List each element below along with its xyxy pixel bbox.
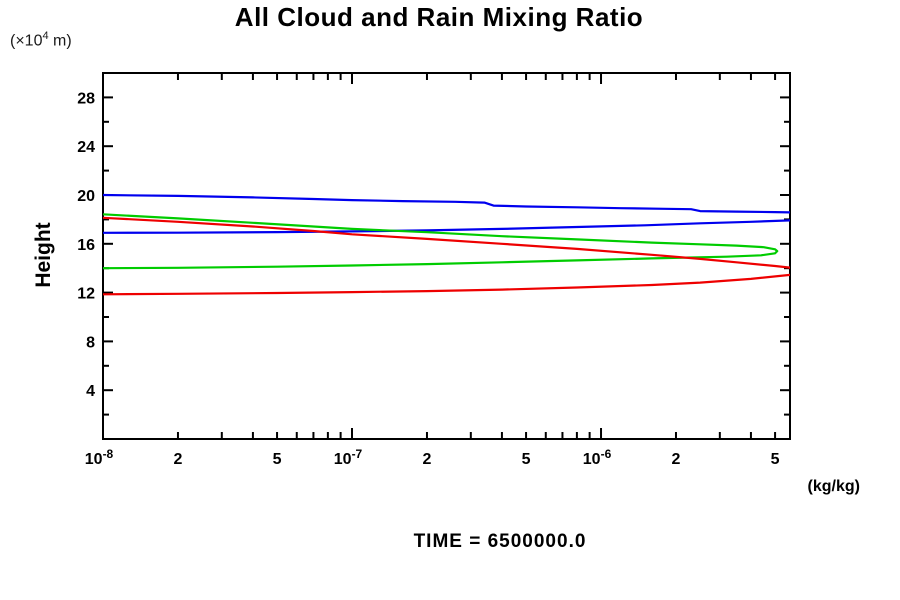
y-tick-label: 20 [77,188,95,205]
plot-frame [102,72,791,440]
y-unit-prefix: (×10 [10,32,43,50]
green-series [103,213,779,270]
y-unit-suffix: m) [48,32,72,50]
x-tick-label: 2 [174,451,183,468]
x-tick-label: 10-7 [334,447,363,468]
y-tick-label: 24 [77,139,95,156]
x-tick-label: 5 [273,451,282,468]
y-tick-label: 28 [77,90,95,107]
chart-title: All Cloud and Rain Mixing Ratio [234,2,644,32]
axis-tick-labels: 10-8 2 5 10-7 2 5 10-6 2 5 4 8 12 16 20 24 28 [77,90,779,468]
y-tick-label: 8 [86,334,95,351]
y-tick-label: 12 [77,286,95,303]
y-tick-label: 16 [77,237,95,254]
y-unit-exponent: 4 [42,30,49,42]
time-caption: TIME = 6500000.0 [413,531,587,552]
x-tick-label: 2 [423,451,432,468]
axis-ticks [102,73,790,439]
x-tick-label: 10-8 [85,447,114,468]
y-axis-unit-label: (×104 m) [10,30,72,50]
x-axis-unit-label: (kg/kg) [807,478,860,495]
y-tick-label: 4 [86,383,95,400]
blue-series [103,193,790,234]
red-series [103,216,790,296]
x-tick-label: 5 [522,451,531,468]
x-tick-label: 10-6 [583,447,612,468]
x-tick-label: 2 [672,451,681,468]
x-tick-label: 5 [771,451,780,468]
